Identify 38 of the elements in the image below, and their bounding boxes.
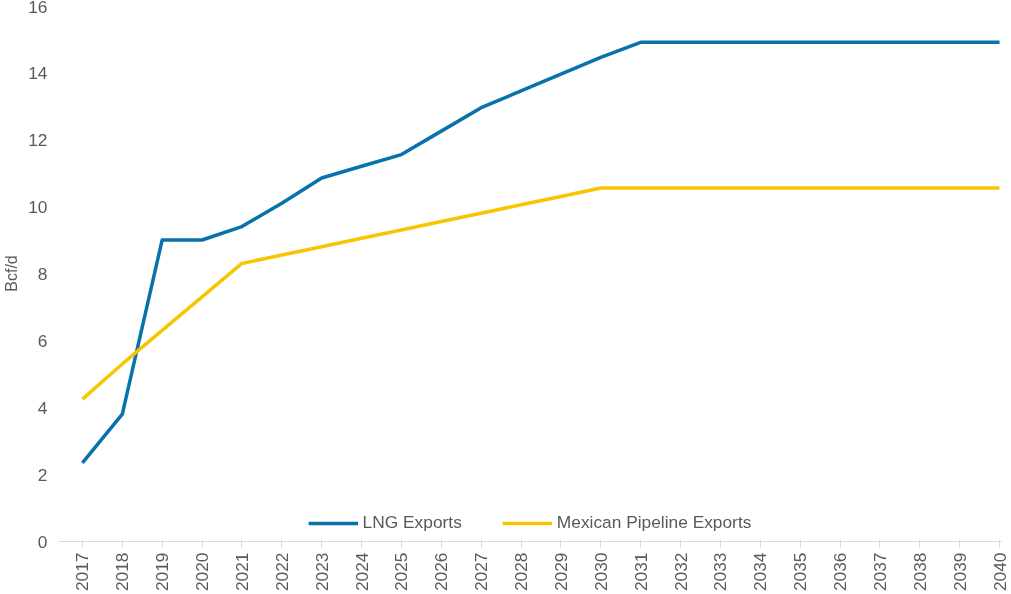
legend-label: Mexican Pipeline Exports — [556, 512, 752, 533]
y-axis-title: Bcf/d — [3, 255, 21, 292]
line-series — [80, 186, 1002, 401]
x-tick-label: 2032 — [670, 552, 691, 592]
x-tick-label: 2018 — [112, 552, 133, 592]
x-tick-label: 2024 — [351, 552, 372, 592]
x-tick-label: 2039 — [949, 552, 970, 592]
x-tick-label: 2037 — [869, 552, 890, 592]
x-tick-label: 2021 — [231, 552, 252, 592]
y-tick-label: 2 — [37, 464, 48, 485]
x-tick-label: 2035 — [790, 552, 811, 592]
x-tick-label: 2026 — [431, 552, 452, 592]
x-tick-label: 2033 — [710, 552, 731, 592]
y-tick-label: 12 — [28, 129, 48, 150]
x-tick-label: 2027 — [471, 552, 492, 592]
y-tick-label: 14 — [28, 62, 48, 83]
x-tick-label: 2019 — [152, 552, 173, 592]
x-tick-label: 2040 — [989, 552, 1010, 592]
x-tick-label: 2029 — [550, 552, 571, 592]
line-series — [80, 40, 1002, 465]
y-tick-label: 6 — [37, 330, 48, 351]
x-tick-label: 2022 — [271, 552, 292, 592]
x-tick-label: 2034 — [750, 552, 771, 592]
x-tick-label: 2017 — [72, 552, 93, 592]
x-tick-label: 2025 — [391, 552, 412, 592]
x-tick-label: 2023 — [311, 552, 332, 592]
x-tick-label: 2031 — [630, 552, 651, 592]
y-tick-label: 0 — [37, 531, 48, 552]
legend-label: LNG Exports — [362, 512, 462, 533]
y-tick-label: 16 — [28, 0, 48, 17]
y-tick-label: 10 — [28, 196, 48, 217]
x-tick-label: 2030 — [590, 552, 611, 592]
x-tick-label: 2020 — [192, 552, 213, 592]
x-tick-label: 2028 — [511, 552, 532, 592]
y-tick-label: 4 — [37, 397, 48, 418]
y-tick-label: 8 — [37, 263, 48, 284]
x-tick-label: 2038 — [909, 552, 930, 592]
x-tick-label: 2036 — [830, 552, 851, 592]
